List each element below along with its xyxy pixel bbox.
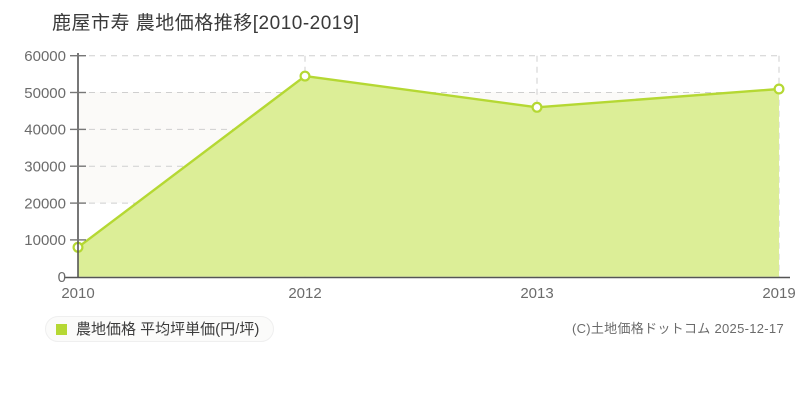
x-tick-label-2019: 2019 [762,285,795,302]
y-tick-label-40000: 40000 [24,122,66,139]
data-point-marker [299,70,311,82]
data-point-marker [531,101,543,113]
chart-legend[interactable]: 農地価格 平均坪単価(円/坪) [45,316,275,342]
copyright-credit: (C)土地価格ドットコム 2025-12-17 [571,321,784,336]
x-tick-label-2012: 2012 [288,285,321,302]
y-tick-label-60000: 60000 [24,48,66,65]
data-point-marker [773,83,785,95]
x-tick-label-2013: 2013 [520,285,553,302]
series-line [76,74,781,249]
legend-item-label: 農地価格 平均坪単価(円/坪) [76,320,260,338]
x-tick-label-2010: 2010 [61,285,94,302]
series-color-swatch [56,323,67,335]
chart-title: 鹿屋市寿 農地価格推移[2010-2019] [52,13,360,34]
y-tick-label-50000: 50000 [24,85,66,102]
series-area-fill [78,76,779,277]
y-tick-label-20000: 20000 [24,196,66,213]
y-tick-label-30000: 30000 [24,159,66,176]
y-axis-ticks [70,55,86,241]
y-tick-label-0: 0 [58,269,66,286]
y-tick-label-10000: 10000 [24,232,66,249]
